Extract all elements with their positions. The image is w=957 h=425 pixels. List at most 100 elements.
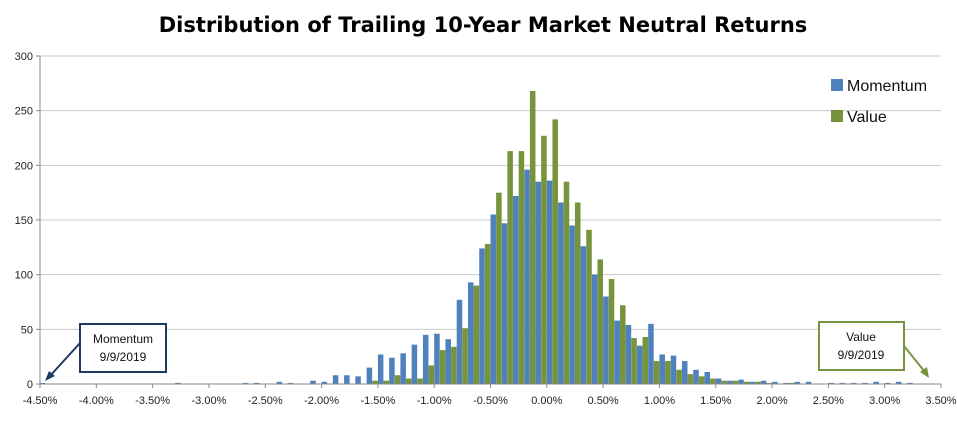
bar-momentum xyxy=(321,381,328,384)
bar-momentum xyxy=(456,299,463,384)
bar-momentum xyxy=(332,375,339,384)
bar-momentum xyxy=(175,382,181,384)
bar-momentum xyxy=(467,282,474,384)
bar-momentum xyxy=(276,381,283,384)
bar-value xyxy=(563,181,570,384)
bar-momentum xyxy=(253,382,260,384)
bar-momentum xyxy=(535,181,542,384)
bar-value xyxy=(518,151,525,384)
bar-momentum xyxy=(490,214,497,384)
bar-momentum xyxy=(40,382,46,384)
legend-label-value: Value xyxy=(847,109,887,126)
bar-momentum xyxy=(760,380,767,384)
bar-momentum xyxy=(704,371,711,384)
bar-momentum xyxy=(648,323,654,384)
bar-value xyxy=(687,374,694,384)
y-tick-label: 200 xyxy=(15,160,33,172)
bar-momentum xyxy=(659,354,665,384)
bar-momentum xyxy=(828,382,834,384)
bar-value xyxy=(608,279,615,384)
legend-label-momentum: Momentum xyxy=(847,78,927,95)
bar-momentum xyxy=(738,379,744,384)
bar-momentum xyxy=(558,202,564,384)
bar-momentum xyxy=(310,380,316,384)
bar-value xyxy=(417,378,423,384)
bar-value xyxy=(462,328,468,384)
bar-momentum xyxy=(749,381,756,384)
bar-momentum xyxy=(355,376,361,384)
legend-swatch-value xyxy=(831,110,843,122)
x-tick-label: 2.50% xyxy=(813,395,844,407)
bar-momentum xyxy=(884,382,891,384)
bar-momentum xyxy=(569,225,575,384)
bar-value xyxy=(496,192,502,384)
bar-momentum xyxy=(287,382,294,384)
bar-value xyxy=(766,382,772,384)
bar-momentum xyxy=(895,381,902,384)
bar-value xyxy=(574,202,581,384)
bar-momentum xyxy=(591,274,598,384)
bar-value xyxy=(642,336,649,384)
x-tick-label: -1.50% xyxy=(360,395,395,407)
bar-momentum xyxy=(783,382,789,384)
y-tick-labels: 0 50 100 150 200 250 300 xyxy=(15,51,33,391)
bar-momentum xyxy=(614,320,620,384)
y-tick-label: 150 xyxy=(15,215,33,227)
bar-value xyxy=(732,380,739,384)
annotation-momentum-label: Momentum xyxy=(93,332,153,346)
bar-value xyxy=(541,135,547,384)
legend-swatch-momentum xyxy=(831,79,843,91)
bar-momentum xyxy=(670,355,677,384)
bar-value xyxy=(586,229,592,384)
bar-momentum xyxy=(422,334,429,384)
bar-value xyxy=(394,375,401,384)
bars xyxy=(40,90,913,385)
bar-momentum xyxy=(603,296,609,384)
bar-momentum xyxy=(794,381,801,384)
bar-momentum xyxy=(344,375,350,384)
bar-momentum xyxy=(400,353,406,384)
axes xyxy=(36,55,942,388)
bar-momentum xyxy=(411,344,418,384)
bar-momentum xyxy=(546,180,553,384)
annotation-value-arrowhead xyxy=(920,367,929,378)
bar-value xyxy=(473,285,480,384)
bar-momentum xyxy=(681,361,688,384)
bar-value xyxy=(439,350,446,384)
bar-value xyxy=(529,90,536,385)
y-tick-label: 0 xyxy=(27,379,33,391)
annotation-momentum-arrow-line xyxy=(49,342,81,377)
bar-value xyxy=(743,381,750,384)
bar-value xyxy=(552,119,558,384)
annotation-value-date: 9/9/2019 xyxy=(838,348,885,362)
bar-value xyxy=(698,376,705,384)
bar-momentum xyxy=(501,223,508,384)
annotation-value-label: Value xyxy=(846,330,876,344)
x-tick-label: -3.00% xyxy=(192,395,227,407)
annotation-value: Value 9/9/2019 xyxy=(818,321,929,378)
y-tick-label: 100 xyxy=(15,270,33,282)
bar-momentum xyxy=(434,333,440,384)
bar-value xyxy=(597,259,604,384)
bar-momentum xyxy=(524,169,530,384)
bar-value xyxy=(451,346,457,384)
bar-momentum xyxy=(772,381,778,384)
bar-value xyxy=(788,382,795,384)
bar-value xyxy=(631,338,637,384)
bar-momentum xyxy=(873,381,879,384)
bar-momentum xyxy=(377,354,384,384)
bar-momentum xyxy=(839,382,846,384)
x-tick-label: 1.00% xyxy=(644,395,675,407)
bar-momentum xyxy=(389,357,395,384)
bar-momentum xyxy=(636,345,643,384)
chart-title: Distribution of Trailing 10-Year Market … xyxy=(159,13,808,37)
bar-momentum xyxy=(907,382,913,384)
bar-momentum xyxy=(625,324,632,384)
x-tick-label: -4.50% xyxy=(23,395,58,407)
x-tick-label: -2.50% xyxy=(248,395,283,407)
annotation-momentum: Momentum 9/9/2019 xyxy=(45,323,167,381)
x-tick-labels: -4.50% -4.00% -3.50% -3.00% -2.50% -2.00% -1.5… xyxy=(23,395,957,407)
bar-momentum xyxy=(727,380,733,384)
